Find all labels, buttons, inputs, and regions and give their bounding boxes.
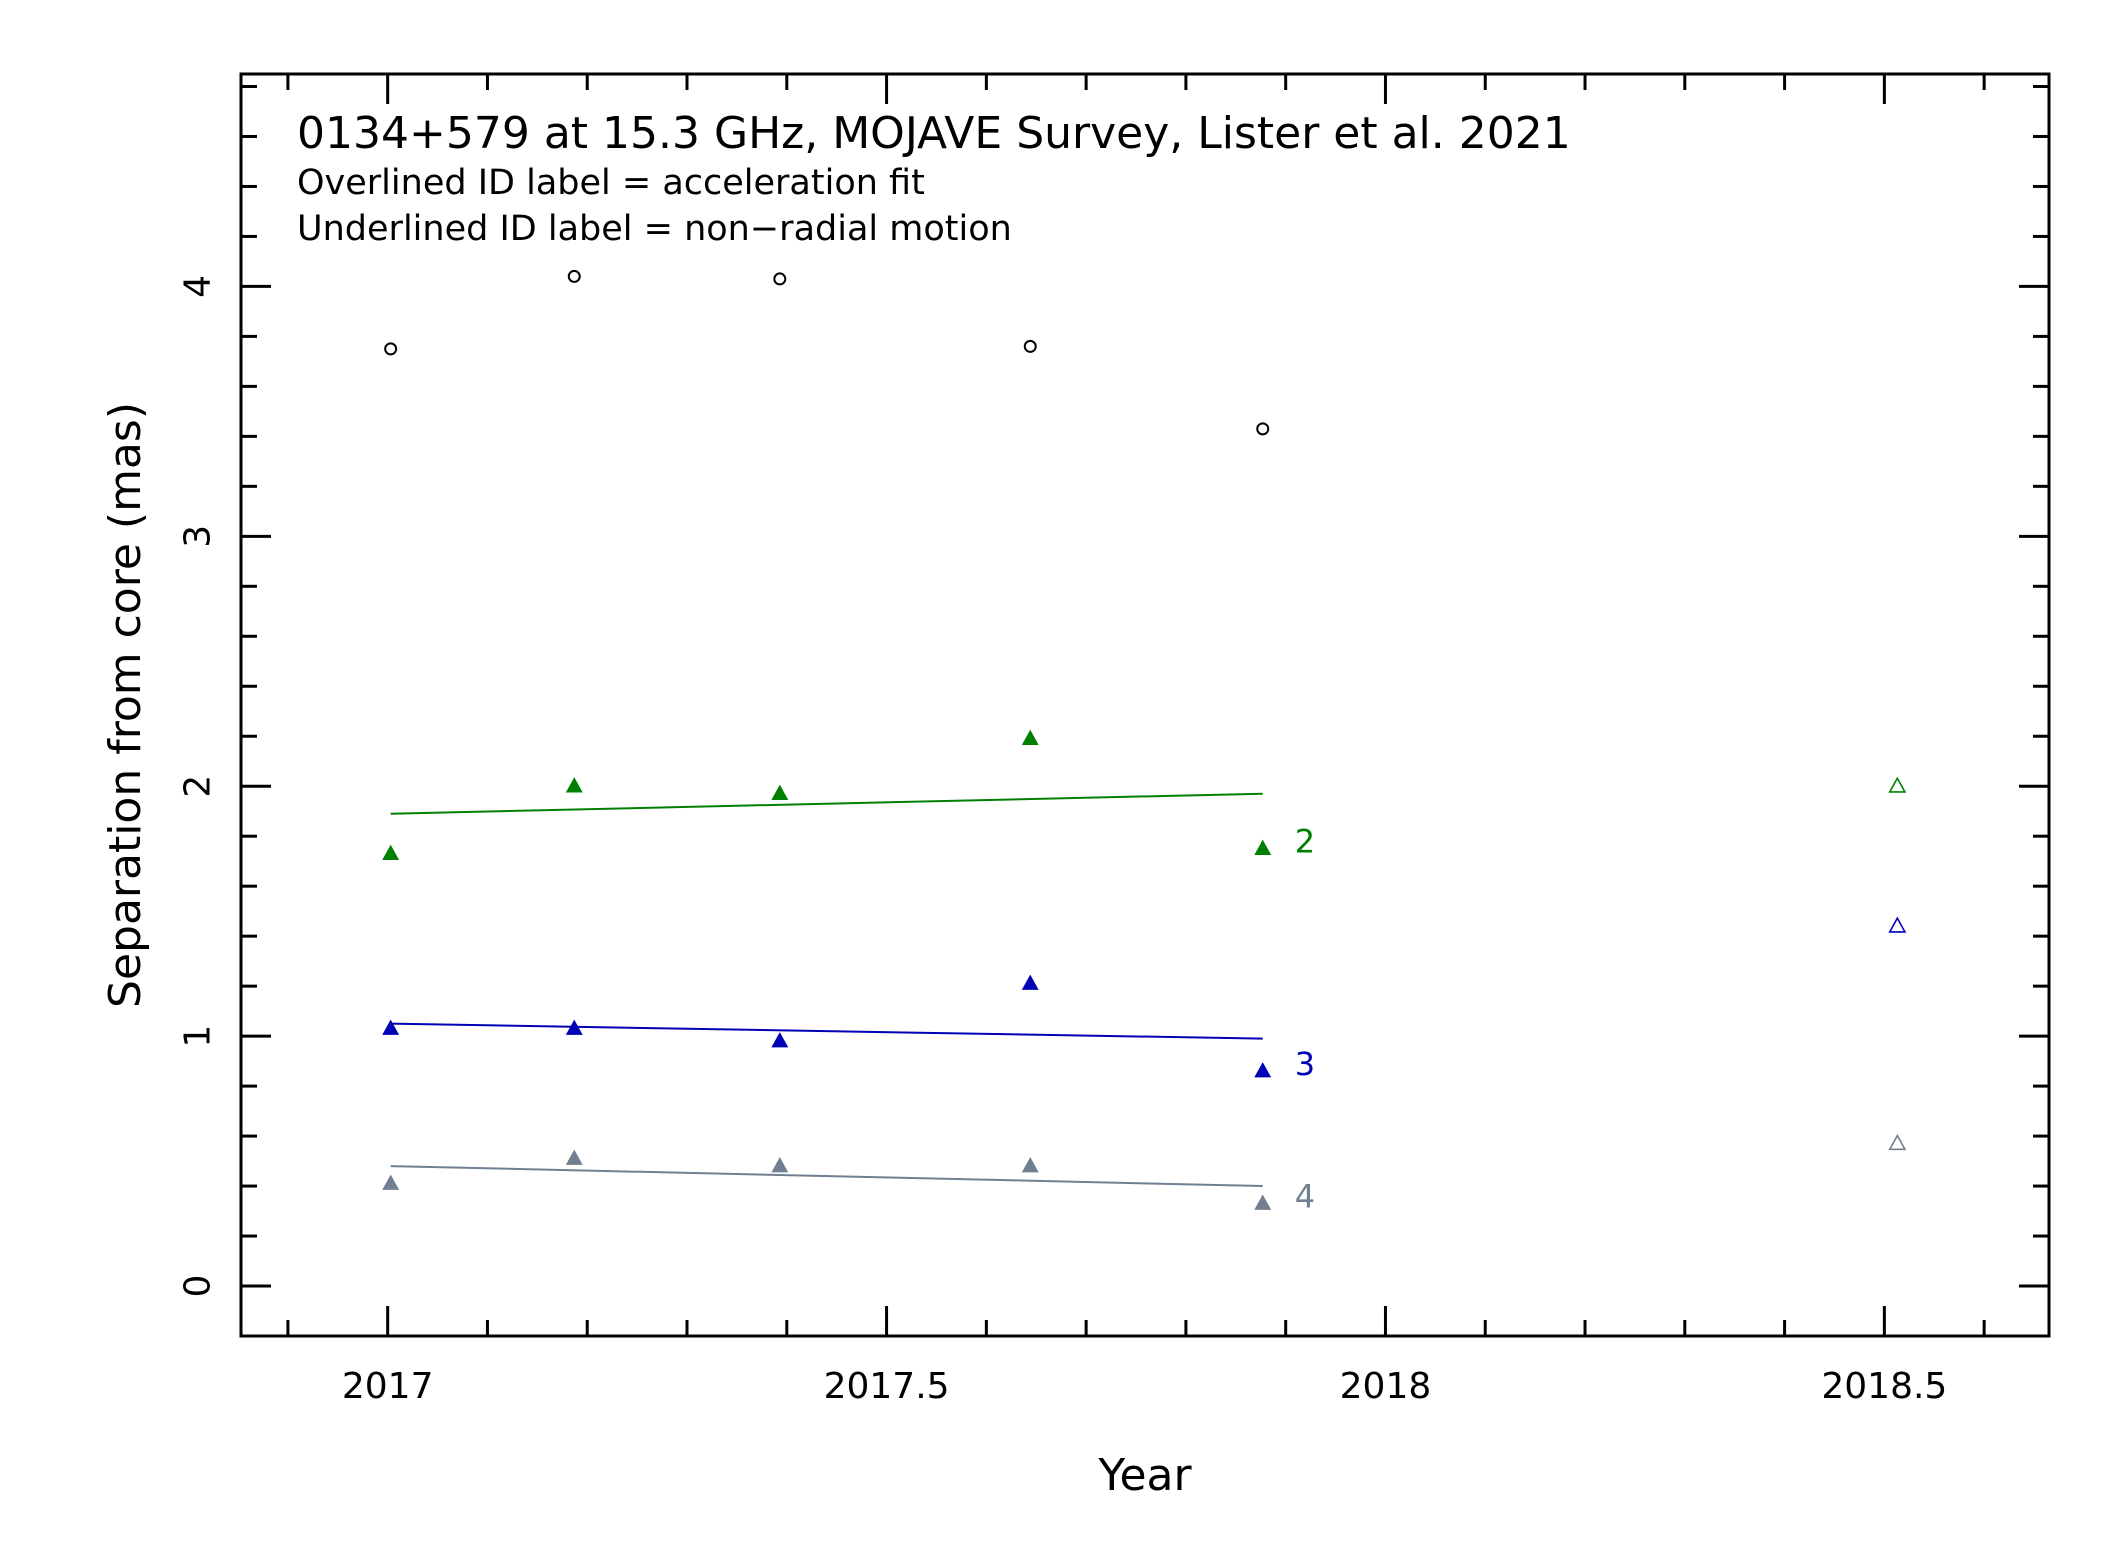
point-component-3: [565, 1019, 583, 1035]
y-tick-label: 3: [178, 525, 219, 548]
chart-title: 0134+579 at 15.3 GHz, MOJAVE Survey, Lis…: [297, 108, 1571, 159]
point-core-region: [1023, 339, 1037, 353]
y-tick-label: 2: [178, 775, 219, 798]
data-points: [382, 269, 1907, 1210]
plot-frame: [239, 72, 2051, 1338]
chart-subtitle-line-1: Overlined ID label = acceleration fit: [297, 163, 925, 203]
point-component-4: [382, 1174, 400, 1190]
point-component-2: [771, 784, 789, 800]
point-component-3: [1021, 974, 1039, 990]
series-label-component-2: 2: [1295, 823, 1315, 861]
y-tick-label: 0: [178, 1275, 219, 1298]
point-component-4: [565, 1149, 583, 1165]
fit-line-component-3: [390, 1022, 1263, 1040]
series-label-component-3: 3: [1295, 1045, 1315, 1083]
x-tick-label: 2018.5: [1821, 1366, 1947, 1407]
point-open-component-4: [1888, 1133, 1907, 1151]
point-component-2: [1021, 729, 1039, 745]
series-labels: 2 3 4: [1295, 823, 1315, 1216]
point-component-2: [565, 777, 583, 793]
axis-ticks: [241, 74, 2049, 1338]
point-component-3: [382, 1019, 400, 1035]
point-core-region: [773, 272, 787, 286]
point-core-region: [1256, 422, 1270, 436]
point-open-component-3: [1888, 916, 1907, 933]
chart-subtitle-line-2: Underlined ID label = non−radial motion: [297, 209, 1012, 249]
fit-line-component-2: [390, 792, 1263, 815]
fit-lines: [390, 792, 1263, 1188]
x-axis-label: Year: [1097, 1450, 1192, 1501]
point-component-4: [1254, 1194, 1272, 1210]
x-tick-label: 2018: [1340, 1366, 1432, 1407]
point-component-2: [1254, 839, 1272, 855]
point-core-region: [384, 342, 398, 356]
y-axis-label: Separation from core (mas): [100, 402, 151, 1008]
point-core-region: [567, 269, 581, 283]
point-component-3: [771, 1032, 789, 1048]
x-tick-label: 2017: [342, 1366, 434, 1407]
y-tick-label: 4: [178, 275, 219, 298]
point-component-2: [382, 844, 400, 860]
series-label-component-4: 4: [1295, 1178, 1315, 1216]
x-tick-label: 2017.5: [824, 1366, 950, 1407]
point-component-4: [771, 1157, 789, 1173]
point-open-component-2: [1888, 776, 1907, 793]
point-component-3: [1254, 1062, 1272, 1078]
y-tick-label: 1: [178, 1025, 219, 1048]
axis-tick-labels: 2017 2017.5 2018 2018.5 0 1 2 3 4: [178, 275, 1948, 1407]
point-component-4: [1021, 1157, 1039, 1173]
fit-line-component-4: [390, 1165, 1263, 1188]
